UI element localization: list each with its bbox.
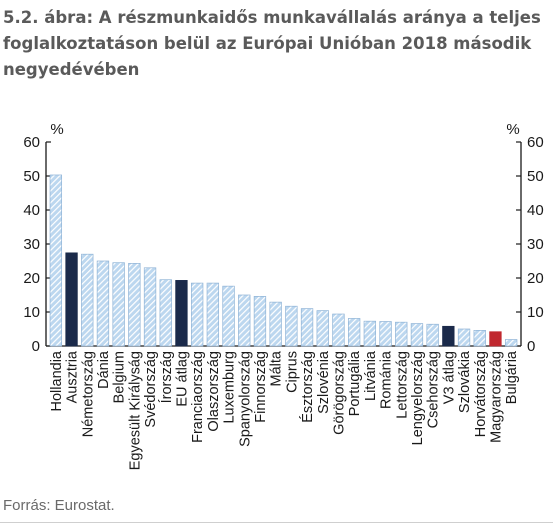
category-label: Hollandia xyxy=(49,350,65,411)
y-axis-unit-right: % xyxy=(506,121,519,138)
category-label: Csehország xyxy=(426,351,442,428)
category-label: Portugália xyxy=(347,350,363,416)
bar-málta xyxy=(269,301,282,347)
bar-belgium xyxy=(112,262,125,347)
bar-magyarország xyxy=(489,331,502,347)
y-tick-label-right: 0 xyxy=(527,338,535,355)
category-label: Belgium xyxy=(112,351,128,403)
bar-eu-átlag xyxy=(175,280,188,347)
y-tick-label-left: 0 xyxy=(32,338,40,355)
category-label: Szlovákia xyxy=(457,350,473,413)
bar-csehország xyxy=(426,323,439,347)
chart-title: 5.2. ábra: A részmunkaidős munkavállalás… xyxy=(3,8,541,79)
category-label: Svédország xyxy=(143,351,159,428)
bar-egyesült-királyság xyxy=(128,263,141,347)
bar-szlovénia xyxy=(316,310,329,347)
y-tick-label-left: 50 xyxy=(23,168,40,185)
category-label: Németország xyxy=(80,351,96,437)
bar-lengyelország xyxy=(410,323,424,347)
y-tick-label-right: 20 xyxy=(527,270,544,287)
bar-lettország xyxy=(395,321,408,347)
bar-v3-átlag xyxy=(442,325,455,347)
category-label: Finnország xyxy=(253,351,269,423)
y-tick-label-left: 40 xyxy=(23,202,40,219)
bar-horvátország xyxy=(473,330,486,347)
bar-chart: 0 0 10 10 20 20 30 30 40 40 50 50 60 60%% Hollandia Au… xyxy=(23,121,543,470)
bar-görögország xyxy=(332,313,345,347)
category-label: V3 átlag xyxy=(441,351,457,404)
y-tick-label-left: 10 xyxy=(23,304,40,321)
bar-finnország xyxy=(253,296,267,347)
bar-dánia xyxy=(96,260,110,347)
bar-olaszország xyxy=(206,282,220,347)
bar-litvánia xyxy=(363,320,377,347)
category-label: Dánia xyxy=(96,350,112,389)
category-label: Málta xyxy=(269,350,285,386)
bar-franciaország xyxy=(190,282,204,347)
y-tick-label-right: 60 xyxy=(527,134,544,151)
category-label: Lettország xyxy=(394,351,410,419)
y-tick-label-left: 30 xyxy=(23,236,40,253)
category-label: Horvátország xyxy=(473,351,489,437)
source-note: Forrás: Eurostat. xyxy=(3,497,115,514)
category-label: Észtország xyxy=(299,351,316,423)
bar-észtország xyxy=(300,308,314,347)
category-label: Ciprus xyxy=(284,351,300,393)
bars xyxy=(49,174,518,347)
bar-írország xyxy=(159,279,172,347)
category-label: Franciaország xyxy=(190,351,206,443)
y-tick-label-right: 40 xyxy=(527,202,544,219)
bar-svédország xyxy=(143,267,157,347)
footer-divider xyxy=(0,522,553,523)
category-label: Szlovénia xyxy=(316,350,332,414)
category-labels: Hollandia Ausztria Németország Dánia Belgium… xyxy=(49,350,520,470)
category-label: Spanyolország xyxy=(237,351,253,447)
y-tick-label-right: 50 xyxy=(527,168,544,185)
category-label: Luxemburg xyxy=(222,351,238,424)
bar-bulgária xyxy=(504,339,518,347)
bar-románia xyxy=(379,321,392,347)
category-label: EU átlag xyxy=(174,351,190,407)
category-label: Olaszország xyxy=(206,351,222,432)
category-label: Bulgária xyxy=(504,350,520,404)
category-label: Görögország xyxy=(331,351,347,435)
category-label: Egyesült Királyság xyxy=(127,351,143,470)
bar-németország xyxy=(81,253,94,347)
y-tick-label-right: 30 xyxy=(527,236,544,253)
bar-spanyolország xyxy=(238,294,251,347)
y-tick-label-right: 10 xyxy=(527,304,544,321)
category-label: Írország xyxy=(158,351,175,403)
y-tick-label-left: 60 xyxy=(23,134,40,151)
bar-portugália xyxy=(347,318,361,347)
category-label: Románia xyxy=(379,350,395,409)
axes: 0 0 10 10 20 20 30 30 40 40 50 50 60 60%% xyxy=(23,121,543,355)
bar-ciprus xyxy=(285,305,298,347)
y-axis-unit-left: % xyxy=(50,121,63,138)
category-label: Lengyelország xyxy=(410,351,426,445)
bar-ausztria xyxy=(65,252,78,347)
bar-szlovákia xyxy=(457,328,471,347)
bar-luxemburg xyxy=(222,285,235,347)
y-tick-label-left: 20 xyxy=(23,270,40,287)
category-label: Ausztria xyxy=(65,350,81,403)
category-label: Litvánia xyxy=(363,350,379,401)
bar-hollandia xyxy=(49,174,63,347)
category-label: Magyarország xyxy=(488,351,504,443)
